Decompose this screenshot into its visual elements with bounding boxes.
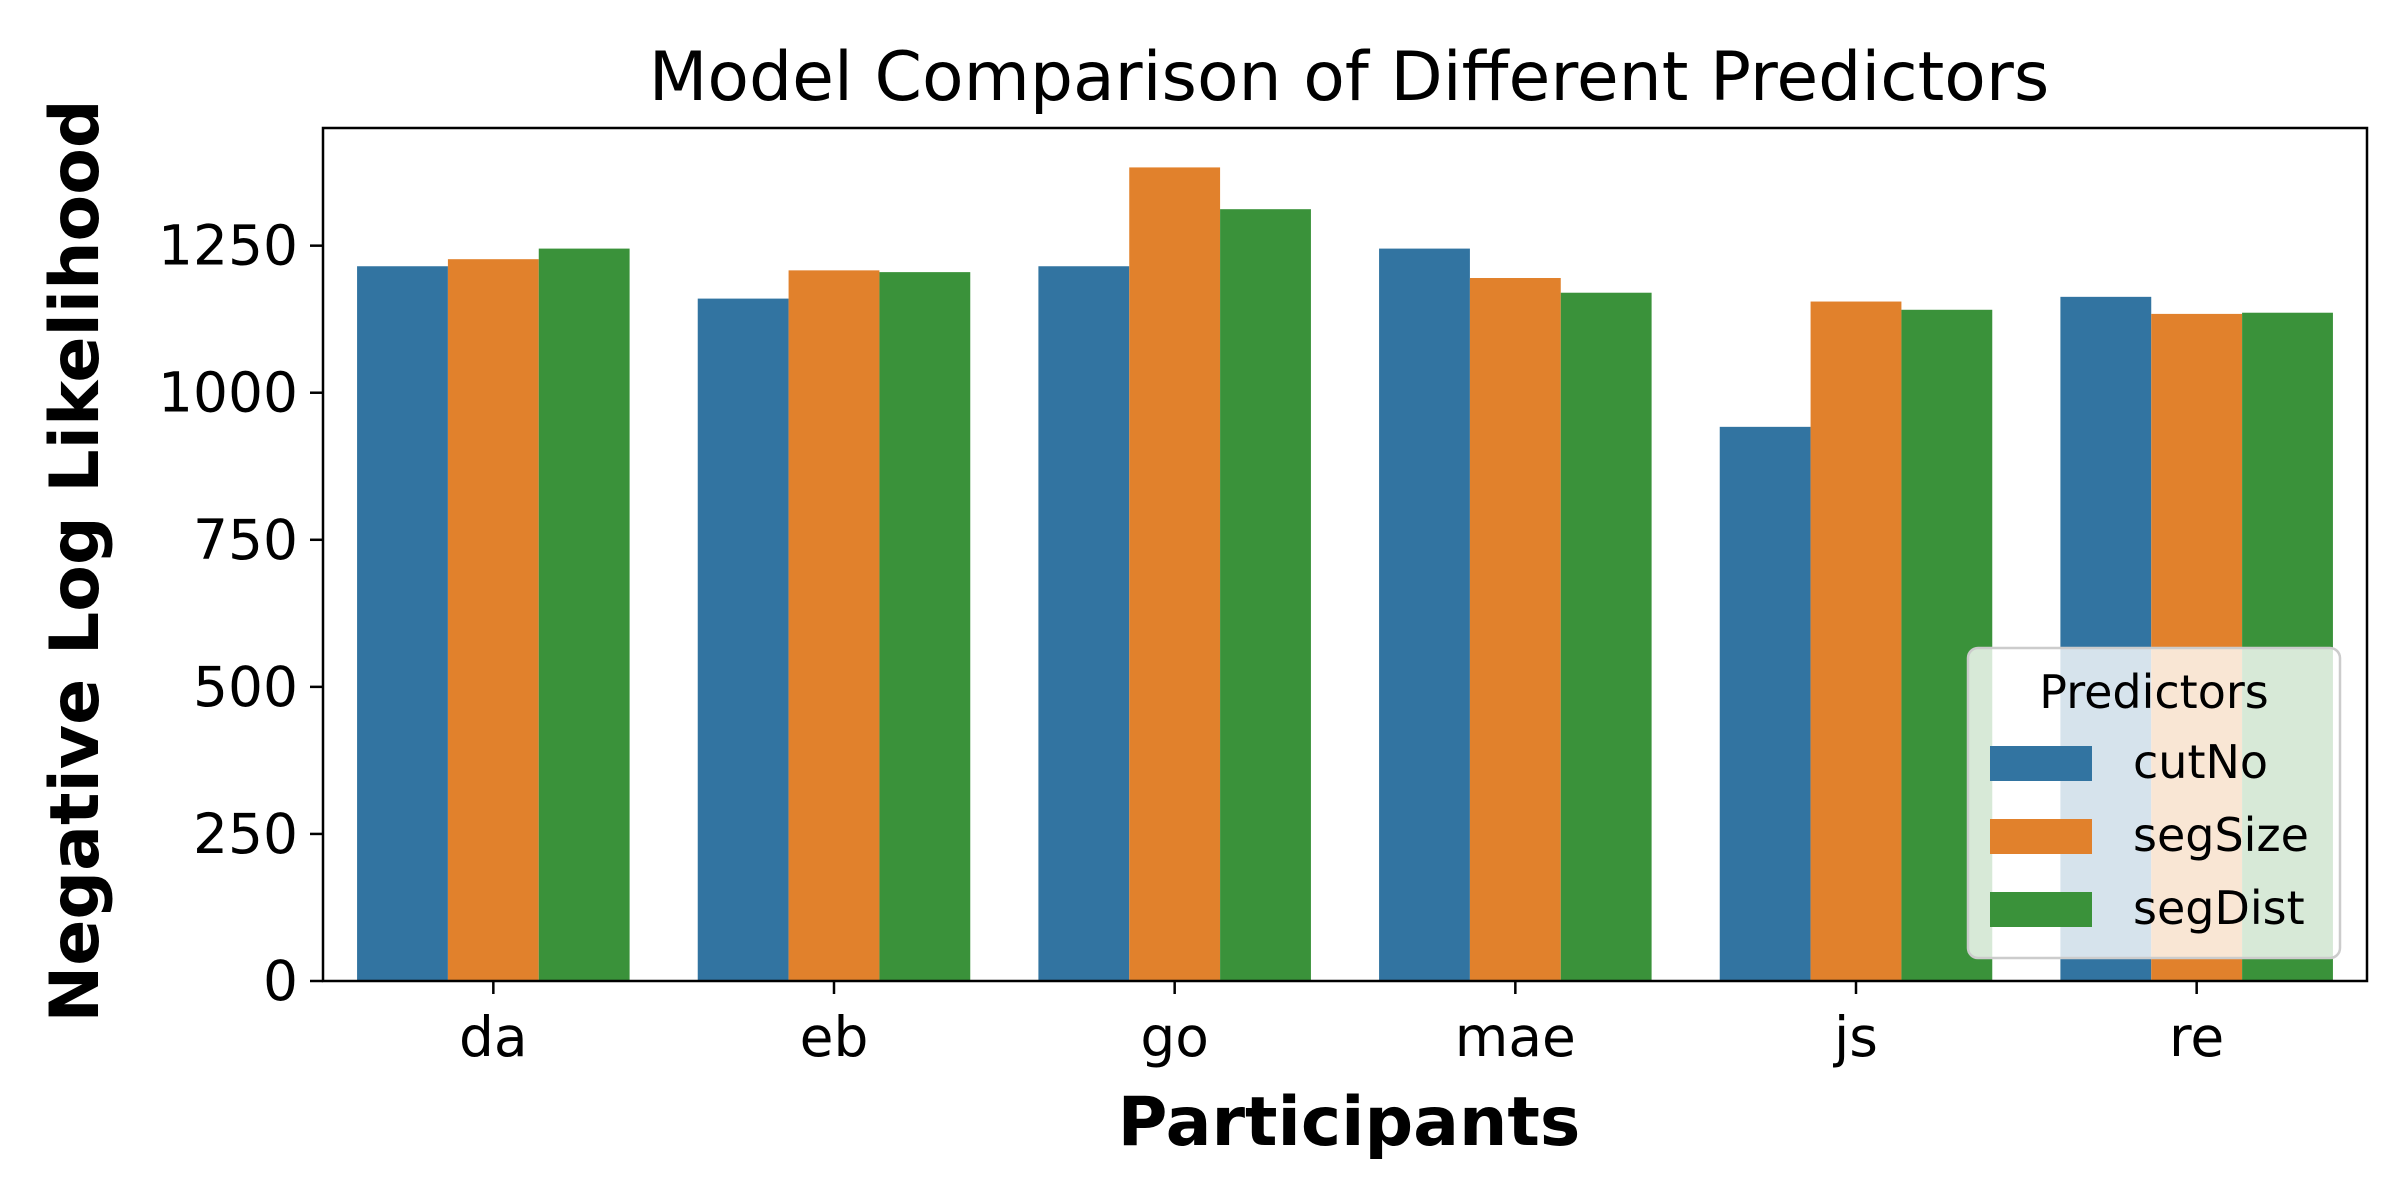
legend: Predictors cutNo segSize segDist: [1966, 646, 2342, 960]
y-tick-label: 1250: [158, 214, 298, 278]
y-tick-label: 500: [193, 655, 298, 719]
x-tick-label: da: [459, 1005, 528, 1069]
x-tick-label: mae: [1455, 1005, 1576, 1069]
y-tick-label: 250: [193, 802, 298, 866]
y-axis-ticks: 0 250 500 750 1000 1250: [158, 214, 323, 1013]
bar-segDist-eb: [879, 272, 971, 982]
bar-cutNo-go: [1038, 266, 1130, 981]
x-tick-label: js: [1833, 1005, 1878, 1069]
legend-title: Predictors: [2039, 665, 2268, 719]
x-tick-label: re: [2169, 1005, 2224, 1069]
y-tick-label: 750: [193, 508, 298, 572]
bar-cutNo-eb: [697, 298, 789, 982]
bar-segSize-js: [1810, 301, 1902, 981]
x-tick-label: go: [1140, 1005, 1209, 1069]
bar-segSize-eb: [788, 270, 880, 981]
plot-frame: [321, 126, 2369, 983]
bar-segDist-da: [538, 248, 630, 981]
bar-segDist-go: [1220, 209, 1311, 981]
bar-segDist-mae: [1560, 292, 1652, 981]
legend-label-segDist: segDist: [2133, 881, 2305, 935]
x-axis-label: Participants: [1118, 1083, 1581, 1162]
legend-swatch-segDist: [1990, 892, 2092, 927]
y-tick-label: 1000: [158, 361, 298, 425]
bar-cutNo-mae: [1379, 248, 1470, 981]
bar-segSize-mae: [1469, 278, 1561, 981]
bar-segSize-go: [1129, 167, 1221, 981]
y-tick-label: 0: [263, 949, 298, 1013]
legend-box: [1966, 646, 2342, 960]
y-axis-label: Negative Log Likelihood: [36, 99, 115, 1022]
legend-label-segSize: segSize: [2133, 808, 2309, 862]
bars-group: [357, 167, 2333, 982]
x-tick-label: eb: [800, 1005, 869, 1069]
bar-segSize-da: [447, 259, 539, 981]
legend-swatch-segSize: [1990, 819, 2092, 854]
bar-cutNo-da: [357, 266, 448, 981]
bar-cutNo-js: [1719, 426, 1811, 982]
x-axis-ticks: da eb go mae js re: [459, 981, 2224, 1069]
legend-label-cutNo: cutNo: [2133, 735, 2268, 789]
chart-title: Model Comparison of Different Predictors: [649, 38, 2050, 117]
legend-swatch-cutNo: [1990, 746, 2092, 781]
